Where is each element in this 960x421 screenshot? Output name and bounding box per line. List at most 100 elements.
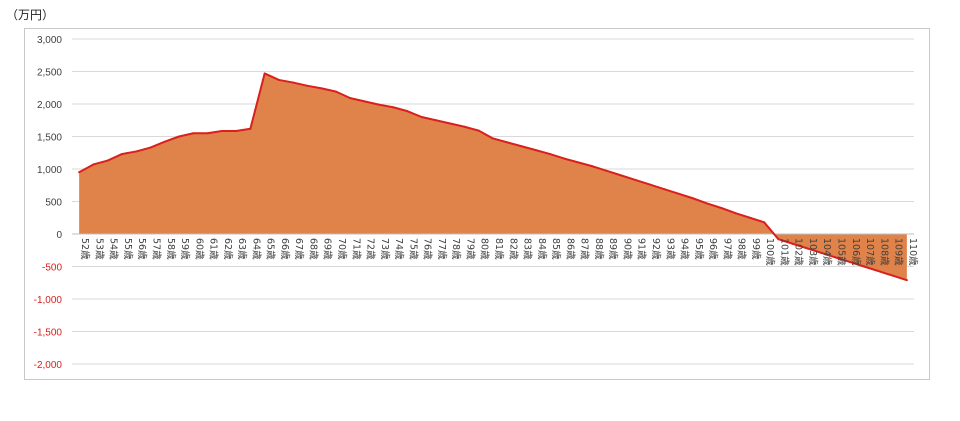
y-tick-label: 2,000 [37,100,62,111]
data-point [820,251,823,254]
data-point [292,81,295,84]
y-tick-label: 2,500 [37,68,62,79]
y-tick-label: -1,500 [34,328,63,339]
x-tick-label: 104歳 [821,238,833,266]
x-tick-label: 101歳 [778,238,790,266]
x-tick-label: 106歳 [850,238,862,266]
data-point [620,174,623,177]
x-tick-label: 52歳 [79,238,91,260]
data-point [306,84,309,87]
x-tick-label: 73歳 [379,238,391,260]
data-point [420,116,423,118]
x-tick-label: 62歳 [222,238,234,260]
data-point [506,141,509,144]
data-point [791,242,794,245]
x-tick-label: 87歳 [579,238,591,260]
data-point [163,140,166,143]
x-tick-label: 92歳 [650,238,662,260]
x-tick-label: 53歳 [93,238,105,260]
x-tick-label: 77歳 [436,238,448,260]
data-point [691,197,694,200]
x-tick-label: 103歳 [807,238,819,266]
data-point [106,159,109,162]
x-tick-label: 59歳 [179,238,191,260]
y-tick-label: 3,000 [37,35,62,46]
data-point [449,122,452,125]
x-tick-label: 102歳 [793,238,805,266]
x-tick-label: 100歳 [764,238,776,266]
x-tick-label: 57歳 [150,238,162,260]
data-point [463,125,466,128]
x-tick-label: 66歳 [279,238,291,260]
data-point [534,149,537,152]
x-tick-label: 54歳 [108,238,120,260]
x-tick-label: 107歳 [864,238,876,266]
x-tick-label: 98歳 [736,238,748,260]
x-tick-label: 58歳 [165,238,177,260]
x-tick-label: 83歳 [522,238,534,260]
x-tick-label: 86歳 [564,238,576,260]
data-point [877,270,880,273]
data-point [320,87,323,90]
x-tick-label: 108歳 [878,238,890,266]
data-point [434,119,437,122]
data-point [392,106,395,109]
data-point [748,216,751,219]
data-point [377,103,380,106]
x-tick-label: 80歳 [479,238,491,260]
data-point [563,157,566,160]
x-tick-label: 89歳 [607,238,619,260]
x-tick-label: 84歳 [536,238,548,260]
data-point [406,110,409,113]
y-tick-label: -2,000 [34,360,63,371]
data-point [549,153,552,156]
data-point [763,221,766,224]
x-tick-label: 85歳 [550,238,562,260]
data-point [606,169,609,172]
x-tick-label: 90歳 [621,238,633,260]
y-tick-label: 1,000 [37,165,62,176]
data-point [263,72,266,75]
data-point [206,132,209,135]
unit-label: （万円） [6,8,55,22]
data-point [777,238,780,241]
x-tick-label: 69歳 [322,238,334,260]
x-tick-label: 67歳 [293,238,305,260]
x-tick-label: 75歳 [407,238,419,260]
x-tick-label: 74歳 [393,238,405,260]
balance-area [79,73,907,281]
x-tick-label: 56歳 [136,238,148,260]
y-tick-label: 1,500 [37,133,62,144]
x-tick-label: 79歳 [464,238,476,260]
data-point [135,150,138,153]
data-point [477,129,480,132]
x-tick-label: 95歳 [693,238,705,260]
data-point [149,146,152,149]
data-point [192,132,195,135]
data-point [805,247,808,250]
data-point [249,127,252,130]
x-tick-label: 70歳 [336,238,348,260]
x-tick-label: 105歳 [836,238,848,266]
x-tick-label: 88歳 [593,238,605,260]
data-point [492,137,494,140]
data-point [277,78,280,81]
data-point [92,163,95,166]
y-tick-label: 500 [45,198,62,209]
x-tick-label: 97歳 [721,238,733,260]
x-tick-label: 109歳 [893,238,905,266]
x-tick-label: 68歳 [307,238,319,260]
data-point [235,129,238,132]
data-point [120,153,123,156]
data-point [706,202,709,205]
y-tick-label: 0 [56,230,62,241]
x-tick-label: 110歳 [907,238,919,266]
data-point [663,188,666,191]
data-point [891,274,894,277]
x-tick-label: 93歳 [664,238,676,260]
data-point [905,279,908,282]
x-tick-label: 78歳 [450,238,462,260]
x-tick-label: 61歳 [208,238,220,260]
x-tick-label: 71歳 [350,238,362,260]
